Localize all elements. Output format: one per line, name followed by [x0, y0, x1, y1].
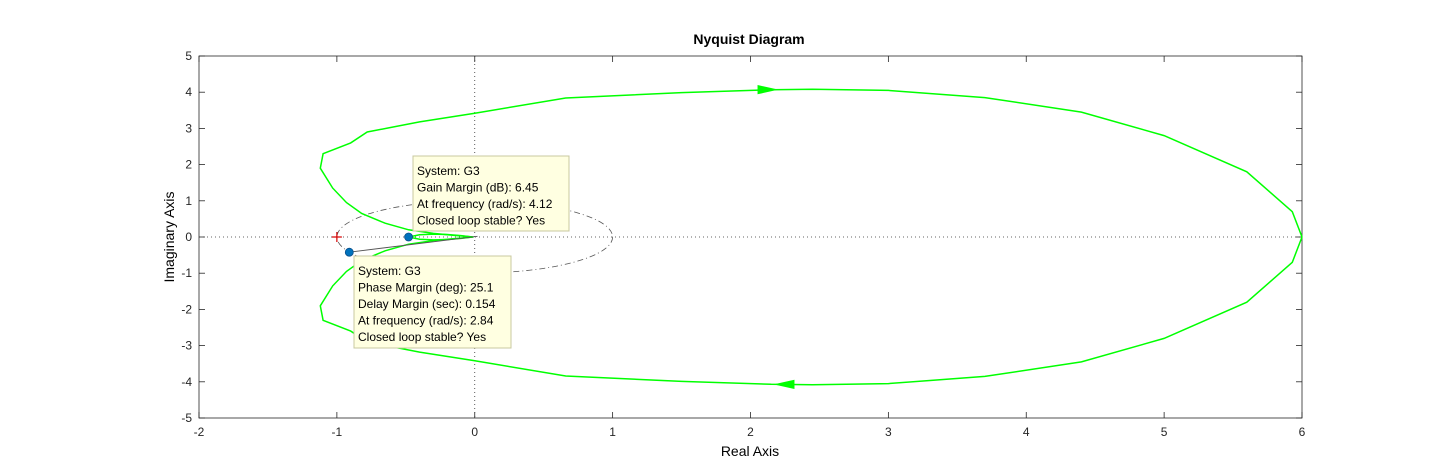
- datatip-line: At frequency (rad/s): 4.12: [417, 197, 553, 211]
- y-tick-label: 2: [185, 158, 192, 172]
- datatip-line: Phase Margin (deg): 25.1: [358, 281, 494, 295]
- datatip: System: G3 Gain Margin (dB): 6.45 At frequ…: [404, 155, 570, 242]
- inner-loop-upper: [408, 233, 473, 238]
- x-axis-label: Real Axis: [721, 443, 779, 459]
- plot-area: [198, 55, 1303, 419]
- datatip-marker: [404, 232, 413, 242]
- y-tick-label: 3: [185, 121, 192, 135]
- x-tick-label: 1: [609, 425, 616, 439]
- x-tick-label: 2: [747, 425, 754, 439]
- datatip-line: System: G3: [358, 264, 421, 278]
- datatip-line: Closed loop stable? Yes: [417, 214, 545, 228]
- x-tick-label: 0: [471, 425, 478, 439]
- y-axis-label: Imaginary Axis: [161, 191, 177, 282]
- axis-ticks: -2 -1 0 1 2 3 4 5 6 5 4 3 2 1 0 -1 -2 -3 -4 -5: [181, 49, 1305, 439]
- x-tick-label: 3: [885, 425, 892, 439]
- datatip-line: Closed loop stable? Yes: [358, 330, 486, 344]
- y-tick-label: 5: [185, 49, 192, 63]
- x-tick-label: 6: [1299, 425, 1306, 439]
- x-tick-label: 5: [1161, 425, 1168, 439]
- x-tick-label: -1: [332, 425, 343, 439]
- datatip-pointer: [349, 235, 478, 253]
- datatip-box: [412, 155, 570, 232]
- y-tick-label: -1: [181, 266, 192, 280]
- critical-point: [331, 232, 342, 242]
- y-tick-label: 4: [185, 85, 192, 99]
- data-tips: System: G3 Gain Margin (dB): 6.45 At frequ…: [344, 155, 570, 349]
- chart-title: Nyquist Diagram: [693, 31, 804, 47]
- direction-arrow: [757, 85, 777, 95]
- curve-positive-freq: [319, 88, 1303, 238]
- datatip-line: Delay Margin (sec): 0.154: [358, 297, 496, 311]
- datatip-marker: [344, 247, 354, 257]
- y-tick-label: -4: [181, 375, 192, 389]
- y-tick-label: -3: [181, 339, 192, 353]
- datatip: System: G3 Phase Margin (deg): 25.1 Delay …: [344, 235, 512, 349]
- x-tick-label: 4: [1023, 425, 1030, 439]
- y-tick-label: -5: [181, 411, 192, 425]
- x-tick-label: -2: [194, 425, 205, 439]
- y-tick-label: -2: [181, 302, 192, 316]
- datatip-line: Gain Margin (dB): 6.45: [417, 181, 539, 195]
- direction-arrow: [775, 379, 795, 389]
- datatip-line: System: G3: [417, 164, 480, 178]
- datatip-box: [353, 255, 512, 349]
- y-tick-label: 1: [185, 194, 192, 208]
- y-tick-label: 0: [185, 230, 192, 244]
- datatip-line: At frequency (rad/s): 2.84: [358, 314, 494, 328]
